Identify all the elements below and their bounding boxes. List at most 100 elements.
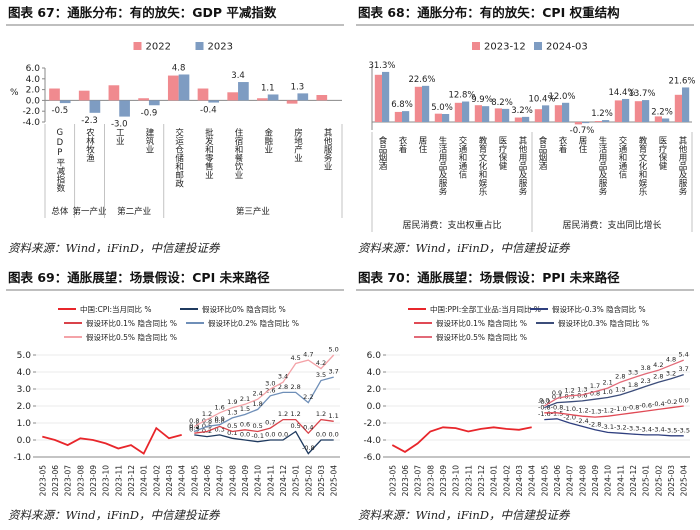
data-label: 0.8: [189, 417, 199, 425]
x-tick-label: 农林牧渔: [85, 127, 95, 162]
data-label: 10.4%: [528, 94, 555, 104]
legend-label: 假设环比0.2% 隐含同比 %: [208, 318, 299, 328]
x-tick-label: 2024-01: [490, 465, 499, 497]
data-label: 4.7: [303, 351, 313, 359]
y-tick-label: 4.0: [17, 368, 32, 378]
bar: [662, 118, 670, 122]
data-label: -2.8: [589, 420, 602, 428]
group-label: 第二产业: [117, 206, 151, 217]
bar: [167, 75, 179, 101]
data-label: 4.5: [290, 354, 300, 362]
data-label: -0.8: [551, 403, 564, 411]
bar: [642, 100, 650, 122]
data-label: 1.1: [261, 83, 275, 93]
y-tick-label: 1.0: [17, 419, 32, 429]
data-label: 0.0: [265, 431, 275, 439]
legend-label: 假设环比0.1% 隐含同比 %: [436, 318, 527, 328]
data-label: -0.5: [52, 106, 69, 116]
x-tick-label: 2024-01: [140, 465, 149, 497]
x-tick-label: 2024-10: [254, 465, 263, 497]
bar: [138, 98, 149, 101]
legend-label: 假设环比0% 隐含同比 %: [202, 304, 286, 314]
bar: [119, 100, 130, 117]
data-label: 9.9%: [471, 95, 493, 105]
data-label: 0.0: [328, 431, 338, 439]
data-label: 21.6%: [668, 76, 695, 86]
series-line: [391, 426, 532, 453]
legend-label: 假设环比0.1% 隐含同比 %: [86, 318, 177, 328]
bar: [374, 74, 382, 122]
panel-title: 图表 69：通胀展望：场景假设：CPI 未来路径: [8, 270, 270, 285]
data-label: -2.4: [576, 417, 589, 425]
group-label: 第三产业: [236, 206, 270, 217]
x-tick-label: 医疗保健: [657, 136, 667, 171]
x-tick-label: 2024-05: [540, 465, 549, 497]
series-line: [544, 373, 684, 409]
x-tick-label: 住宿和餐饮业: [233, 127, 243, 179]
y-tick-label: 4.0: [26, 75, 41, 85]
bar: [502, 108, 510, 122]
data-label: -0.4: [200, 106, 217, 116]
legend-swatch: [195, 42, 204, 50]
data-label: 2.8: [290, 383, 300, 391]
bar: [316, 95, 328, 101]
series-line: [194, 430, 334, 455]
bar: [238, 82, 249, 101]
x-tick-label: 2024-04: [178, 465, 187, 497]
y-tick-label: 0.0: [17, 436, 32, 446]
group-label: 居民消费：支出权重占比: [402, 219, 501, 231]
data-label: 0.9: [214, 415, 224, 423]
bar: [454, 102, 462, 122]
x-tick-label: 工业: [114, 128, 124, 145]
x-tick-label: 2024-03: [515, 465, 524, 497]
y-tick-label: 0.0: [26, 96, 41, 106]
x-tick-label: 2024-03: [165, 465, 174, 497]
data-label: 1.5: [240, 405, 250, 413]
data-label: 1.2: [316, 410, 326, 418]
y-tick-label: 6.0: [26, 64, 41, 74]
bar: [674, 94, 682, 122]
x-tick-label: 交运仓储和邮政: [174, 127, 184, 188]
x-tick-label: 其他用品及服务: [677, 136, 687, 196]
data-label: 1.3: [615, 385, 625, 393]
x-tick-label: 2025-01: [292, 465, 301, 497]
x-tick-label: 居住: [577, 136, 587, 153]
legend-label: 假设环比0.5% 隐含同比 %: [436, 332, 527, 342]
data-label: 5.4: [678, 351, 688, 359]
x-tick-label: 交通和通信: [617, 135, 627, 179]
data-label: 1.6: [214, 403, 224, 411]
data-label: 2.8: [278, 383, 288, 391]
data-label: 0.1: [227, 429, 237, 437]
x-tick-label: 2025-03: [317, 465, 326, 497]
x-tick-label: 2025-04: [680, 465, 689, 497]
series-line: [194, 376, 334, 433]
data-label: 2.8: [653, 373, 663, 381]
data-label: -1.0: [563, 405, 576, 413]
bar: [286, 100, 298, 104]
legend-label: 2024-03: [546, 42, 588, 53]
data-label: -0.8: [627, 403, 640, 411]
bar: [402, 111, 410, 122]
data-label: 0.5: [252, 422, 262, 430]
data-label: -3.1: [601, 423, 614, 431]
data-label: 2.8: [615, 373, 625, 381]
series-line: [543, 359, 684, 407]
data-label: -3.4: [639, 425, 652, 433]
data-label: 12.8%: [448, 91, 475, 101]
data-label: 31.3%: [368, 61, 395, 71]
bar: [434, 113, 442, 122]
y-tick-label: -1.0: [13, 453, 31, 463]
data-label: 0.0: [316, 431, 326, 439]
data-label: 13.7%: [628, 89, 655, 99]
x-tick-label: 2025-02: [304, 465, 313, 497]
data-label: 3.2%: [511, 106, 533, 116]
x-tick-label: 教育文化和娱乐: [637, 135, 647, 195]
x-tick-label: 2023-06: [51, 465, 60, 497]
bar: [297, 93, 309, 101]
bar: [49, 88, 60, 101]
data-label: -3.4: [652, 425, 665, 433]
bar: [562, 102, 570, 122]
source-note: 资料来源：Wind，iFinD，中信建投证券: [358, 241, 571, 255]
legend-label: 假设环比-0.3% 隐含同比 %: [552, 304, 646, 314]
x-tick-label: 2024-04: [528, 465, 537, 497]
